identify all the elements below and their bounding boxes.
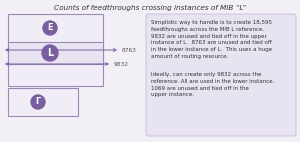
Bar [8, 88, 78, 116]
Circle shape [31, 95, 45, 109]
Circle shape [42, 45, 58, 61]
Text: Ideally, can create only 9832 across the
reference. All are used in the lower in: Ideally, can create only 9832 across the… [151, 72, 274, 97]
Bar [8, 14, 103, 86]
Text: Counts of feedthroughs crossing instances of MIB “L”: Counts of feedthroughs crossing instance… [54, 5, 246, 11]
Bar [8, 42, 103, 64]
FancyBboxPatch shape [146, 14, 296, 136]
Text: E: E [47, 23, 53, 33]
Text: 9832: 9832 [114, 62, 129, 67]
Circle shape [43, 21, 57, 35]
Text: L: L [47, 48, 53, 58]
Text: Simplistic way to handle is to create 18,595
feedthroughs across the MIB L refer: Simplistic way to handle is to create 18… [151, 20, 272, 59]
Text: 8763: 8763 [122, 49, 137, 54]
Text: Γ: Γ [35, 98, 40, 106]
